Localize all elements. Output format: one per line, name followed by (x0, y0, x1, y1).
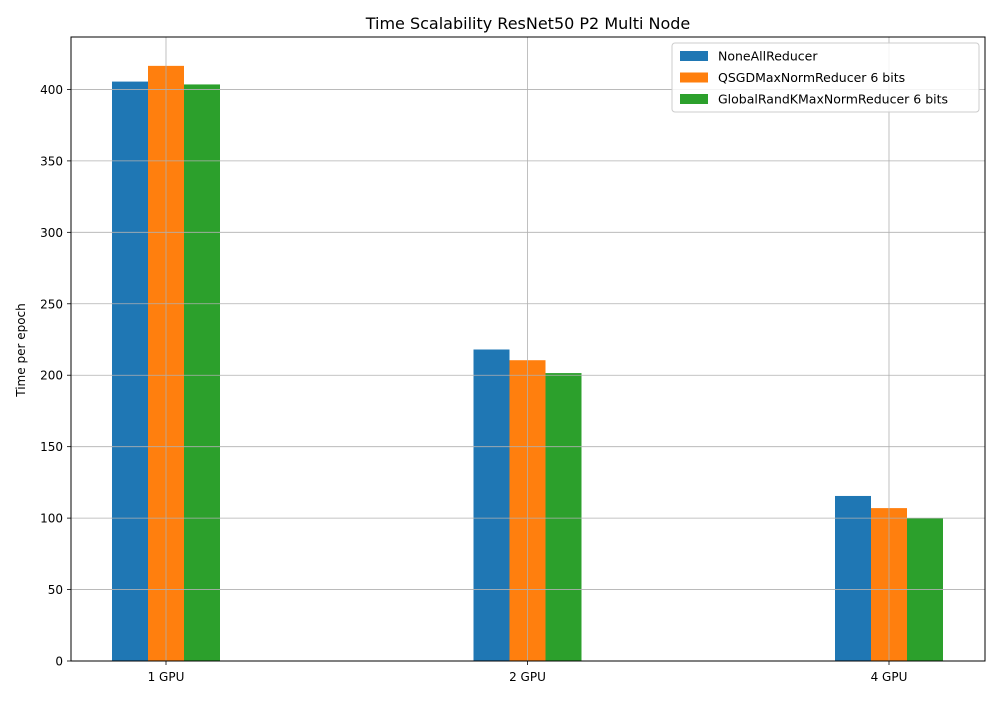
bar (545, 373, 582, 661)
bar (835, 495, 871, 661)
y-tick-label: 250 (40, 297, 63, 311)
axes: 0 50 100 150 200 250 300 350 400 1 GPU 2 GPU 4 GPU (40, 36, 986, 684)
plot-frame (70, 36, 986, 662)
y-tick-label: 150 (40, 440, 63, 454)
y-tick-label: 100 (40, 512, 63, 526)
legend-swatch (680, 51, 708, 61)
legend-swatch (680, 72, 708, 83)
x-tick-label: 1 GPU (148, 670, 185, 684)
legend: NoneAllReducer QSGDMaxNormReducer 6 bits G… (671, 42, 980, 113)
y-tick-label: 200 (40, 369, 63, 383)
x-tick-label: 2 GPU (509, 670, 546, 684)
legend-label: GlobalRandKMaxNormReducer 6 bits (718, 92, 948, 107)
x-tick-label: 4 GPU (871, 670, 908, 684)
bar (184, 84, 220, 661)
legend-box (671, 42, 980, 113)
bar (112, 81, 148, 661)
y-tick-label: 50 (48, 583, 63, 597)
bar (473, 349, 510, 661)
y-tick-label: 400 (40, 83, 63, 97)
y-tick-label: 0 (55, 655, 63, 669)
legend-label: QSGDMaxNormReducer 6 bits (718, 70, 905, 85)
y-axis-label: Time per epoch (14, 303, 28, 397)
y-tick-label: 350 (40, 154, 63, 168)
y-tick-label: 300 (40, 226, 63, 240)
legend-swatch (680, 94, 708, 104)
chart-title: Time Scalability ResNet50 P2 Multi Node (365, 14, 691, 33)
legend-label: NoneAllReducer (718, 49, 818, 64)
grid-lines (71, 37, 985, 662)
